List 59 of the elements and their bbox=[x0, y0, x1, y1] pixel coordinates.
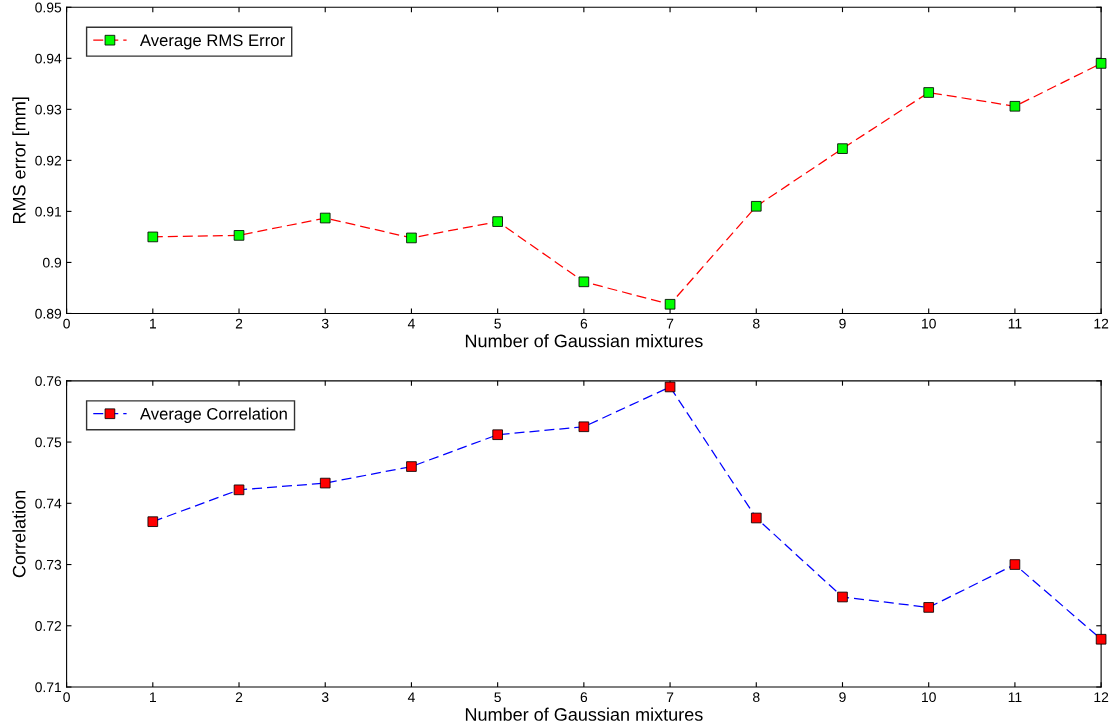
x-tick-label: 12 bbox=[1094, 692, 1109, 702]
y-tick-label: 0.95 bbox=[35, 2, 62, 13]
y-tick-label: 0.89 bbox=[35, 308, 62, 319]
x-tick-label: 11 bbox=[1008, 318, 1022, 329]
y-tick-label: 0.76 bbox=[35, 376, 62, 386]
x-tick-label: 9 bbox=[839, 318, 846, 329]
x-tick-label: 6 bbox=[580, 692, 588, 703]
y-axis-title: RMS error [mm] bbox=[12, 97, 30, 224]
legend-label: Average Correlation bbox=[139, 407, 287, 424]
x-tick-label: 0 bbox=[63, 692, 70, 703]
y-tick-label: 0.93 bbox=[35, 104, 62, 115]
point bbox=[319, 212, 331, 224]
legend-label: Average RMS Error bbox=[139, 34, 285, 50]
y-tick-label: 0.74 bbox=[35, 498, 62, 509]
point bbox=[751, 201, 762, 212]
x-tick-label: 5 bbox=[494, 692, 501, 703]
x-tick-label: 7 bbox=[666, 318, 674, 329]
x-tick-label: 10 bbox=[922, 692, 936, 703]
x-tick-label: 6 bbox=[580, 318, 588, 329]
y-tick-label: 0.9 bbox=[42, 257, 62, 268]
x-tick-label: 3 bbox=[321, 692, 329, 703]
y-tick-label: 0.92 bbox=[35, 155, 62, 166]
x-tick-label: 11 bbox=[1008, 692, 1022, 702]
x-tick-label: 1 bbox=[150, 318, 156, 329]
y-tick-label: 0.91 bbox=[35, 206, 62, 217]
y-tick-label: 0.71 bbox=[35, 682, 62, 693]
point bbox=[319, 477, 331, 489]
x-tick-label: 8 bbox=[753, 318, 760, 329]
point bbox=[147, 516, 159, 527]
x-axis-title: Number of Gaussian mixtures bbox=[465, 707, 703, 721]
point bbox=[664, 381, 676, 393]
x-axis-title: Number of Gaussian mixtures bbox=[465, 334, 703, 348]
point bbox=[1095, 633, 1107, 645]
x-tick-label: 1 bbox=[150, 692, 156, 702]
point bbox=[1009, 100, 1021, 112]
y-tick-label: 0.75 bbox=[35, 437, 62, 448]
y-tick-label: 0.72 bbox=[35, 621, 62, 631]
x-tick-label: 5 bbox=[494, 318, 501, 329]
point bbox=[664, 299, 676, 310]
point bbox=[578, 276, 590, 288]
point bbox=[751, 512, 762, 524]
point bbox=[578, 421, 590, 433]
point bbox=[233, 484, 245, 496]
y-tick-label: 0.73 bbox=[35, 559, 62, 570]
x-tick-label: 10 bbox=[922, 318, 936, 329]
point bbox=[492, 429, 503, 440]
y-tick-label: 0.94 bbox=[35, 53, 62, 64]
point bbox=[147, 231, 159, 243]
x-tick-label: 12 bbox=[1094, 318, 1109, 329]
x-tick-label: 3 bbox=[321, 318, 329, 329]
x-tick-label: 4 bbox=[407, 692, 415, 702]
x-tick-label: 7 bbox=[666, 692, 674, 702]
x-tick-label: 2 bbox=[235, 318, 243, 329]
y-axis-title: Correlation bbox=[12, 490, 26, 578]
x-tick-label: 0 bbox=[63, 318, 70, 329]
x-tick-label: 2 bbox=[235, 692, 243, 702]
x-tick-label: 4 bbox=[407, 318, 415, 329]
x-tick-label: 8 bbox=[753, 692, 760, 703]
x-tick-label: 9 bbox=[839, 692, 846, 703]
